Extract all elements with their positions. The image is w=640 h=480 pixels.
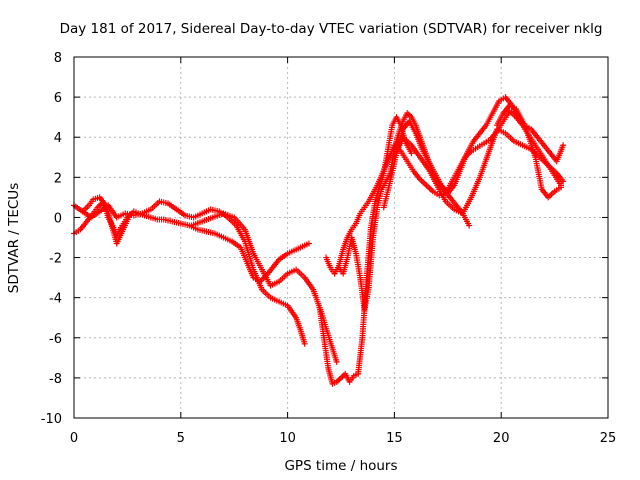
series-track-9 bbox=[493, 102, 565, 201]
plot-frame bbox=[73, 56, 609, 419]
data-point bbox=[301, 340, 308, 347]
series-track-2 bbox=[71, 198, 308, 347]
x-tick-label: 0 bbox=[70, 431, 78, 446]
chart-title: Day 181 of 2017, Sidereal Day-to-day VTE… bbox=[60, 21, 603, 37]
y-tick-label: 6 bbox=[54, 91, 62, 106]
axis-ticks: 0 5 10 15 20 25 -10 -8 -6 -4 -2 0 2 4 6 8 bbox=[41, 51, 617, 446]
y-tick-label: -6 bbox=[49, 332, 62, 347]
y-tick-label: 0 bbox=[54, 211, 62, 226]
y-tick-label: -2 bbox=[49, 252, 62, 267]
data-points bbox=[71, 94, 567, 387]
data-point bbox=[560, 178, 567, 185]
data-point bbox=[333, 358, 340, 365]
grid bbox=[74, 57, 608, 418]
x-axis-title: GPS time / hours bbox=[284, 458, 397, 474]
x-tick-label: 15 bbox=[386, 431, 403, 446]
x-tick-label: 5 bbox=[177, 431, 185, 446]
data-point bbox=[305, 240, 312, 247]
data-point bbox=[126, 212, 133, 219]
y-axis-title: SDTVAR / TECUs bbox=[6, 183, 22, 293]
data-point bbox=[560, 142, 567, 149]
y-tick-label: -8 bbox=[49, 372, 62, 387]
data-point bbox=[466, 222, 473, 229]
x-tick-label: 20 bbox=[493, 431, 510, 446]
y-tick-label: -4 bbox=[49, 292, 62, 307]
data-point bbox=[408, 150, 415, 157]
y-tick-label: 8 bbox=[54, 51, 62, 66]
y-tick-label: 2 bbox=[54, 171, 62, 186]
y-tick-label: -10 bbox=[41, 412, 62, 427]
data-point bbox=[558, 184, 565, 191]
series-track-1 bbox=[71, 200, 312, 285]
y-tick-label: 4 bbox=[54, 131, 62, 146]
x-tick-label: 25 bbox=[600, 431, 617, 446]
series-track-10 bbox=[79, 194, 133, 247]
series-track-3 bbox=[188, 210, 340, 365]
x-tick-label: 10 bbox=[279, 431, 296, 446]
